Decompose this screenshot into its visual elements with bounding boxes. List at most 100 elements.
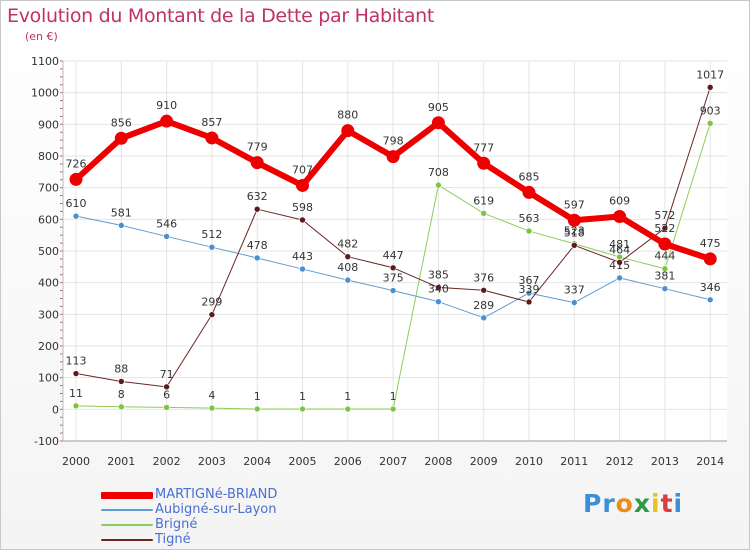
y-tick-label: 400 xyxy=(38,277,59,290)
y-tick-label: 900 xyxy=(38,118,59,131)
x-tick-label: 2008 xyxy=(424,455,452,468)
data-point-2 xyxy=(72,402,80,410)
data-point-0 xyxy=(114,131,128,145)
data-point-2 xyxy=(661,265,669,273)
data-label-3: 376 xyxy=(473,271,494,284)
data-label-2: 1 xyxy=(254,390,261,403)
legend-label-aubigne-sur-layon: Aubigné-sur-Layon xyxy=(155,502,277,517)
legend-label-brigne: Brigné xyxy=(155,517,198,532)
data-point-2 xyxy=(344,405,352,413)
data-point-0 xyxy=(250,156,264,170)
data-label-1: 289 xyxy=(473,299,494,312)
data-label-3: 113 xyxy=(66,355,87,368)
data-point-1 xyxy=(208,243,216,251)
data-point-3 xyxy=(706,83,714,91)
data-label-2: 11 xyxy=(69,387,83,400)
chart-title: Evolution du Montant de la Dette par Hab… xyxy=(7,5,435,27)
legend-swatch-tigne xyxy=(101,539,153,541)
data-point-3 xyxy=(570,242,578,249)
x-tick-label: 2013 xyxy=(651,455,679,468)
chart-subtitle: (en €) xyxy=(25,30,58,43)
x-tick-label: 2001 xyxy=(107,455,135,468)
data-label-2: 8 xyxy=(118,388,125,401)
data-point-3 xyxy=(661,224,669,232)
data-label-3: 464 xyxy=(609,243,630,256)
data-label-0: 857 xyxy=(201,116,222,129)
data-label-2: 1 xyxy=(299,390,306,403)
y-tick-label: 200 xyxy=(38,340,59,353)
data-point-3 xyxy=(299,216,306,224)
data-point-2 xyxy=(706,120,714,127)
data-point-2 xyxy=(480,210,488,217)
data-point-3 xyxy=(118,378,125,385)
data-point-0 xyxy=(703,252,717,266)
data-label-2: 481 xyxy=(609,238,630,251)
data-label-1: 337 xyxy=(564,284,585,297)
y-tick-label: 800 xyxy=(38,150,59,163)
data-label-3: 88 xyxy=(114,362,128,375)
data-label-2: 563 xyxy=(519,212,540,225)
data-point-1 xyxy=(480,314,488,322)
data-label-1: 546 xyxy=(156,217,177,230)
logo-letter: r xyxy=(602,489,616,518)
data-label-0: 707 xyxy=(292,163,313,176)
data-point-0 xyxy=(205,131,219,145)
x-tick-label: 2014 xyxy=(696,455,724,468)
legend-swatch-brigne xyxy=(101,524,153,526)
data-label-1: 381 xyxy=(654,270,675,283)
data-label-1: 375 xyxy=(383,272,404,285)
data-point-3 xyxy=(72,370,80,377)
logo-letter: i xyxy=(651,489,661,518)
data-point-3 xyxy=(163,383,170,391)
data-point-3 xyxy=(208,311,216,318)
y-tick-label: 300 xyxy=(38,308,59,321)
data-label-1: 367 xyxy=(519,274,540,287)
x-tick-label: 2012 xyxy=(606,455,634,468)
data-label-2: 1 xyxy=(344,390,351,403)
legend-swatch-martigne-briand xyxy=(101,492,153,499)
x-tick-label: 2010 xyxy=(515,455,543,468)
y-tick-label: 1000 xyxy=(31,87,59,100)
data-label-1: 610 xyxy=(66,197,87,210)
data-label-2: 523 xyxy=(564,225,585,238)
data-point-2 xyxy=(435,181,442,189)
data-label-2: 619 xyxy=(473,194,494,207)
data-point-1 xyxy=(163,233,170,240)
y-tick-label: 500 xyxy=(38,245,59,258)
legend-label-tigne: Tigné xyxy=(155,532,191,547)
y-tick-label: 700 xyxy=(38,182,59,195)
y-tick-label: 100 xyxy=(38,372,59,385)
legend-item-martigne-briand: MARTIGNé-BRIAND xyxy=(101,487,361,502)
x-tick-label: 2009 xyxy=(470,455,498,468)
data-label-1: 340 xyxy=(428,283,449,296)
data-point-2 xyxy=(389,405,397,413)
data-point-2 xyxy=(253,405,261,413)
data-point-2 xyxy=(163,404,170,411)
data-label-3: 71 xyxy=(160,368,174,381)
logo-letter: o xyxy=(615,489,634,518)
proxiti-logo: Proxiti xyxy=(583,489,683,518)
y-tick-label: 600 xyxy=(38,213,59,226)
x-tick-label: 2004 xyxy=(243,455,271,468)
data-point-0 xyxy=(522,185,536,199)
data-label-2: 903 xyxy=(700,104,721,117)
y-tick-label: 0 xyxy=(52,403,59,416)
data-point-1 xyxy=(661,285,669,292)
data-label-3: 598 xyxy=(292,201,313,214)
data-label-2: 6 xyxy=(163,388,170,401)
data-point-2 xyxy=(208,404,216,412)
data-point-2 xyxy=(299,405,306,413)
data-point-1 xyxy=(616,274,623,282)
data-point-1 xyxy=(435,298,442,305)
data-point-1 xyxy=(299,265,306,273)
x-tick-label: 2007 xyxy=(379,455,407,468)
data-label-3: 447 xyxy=(383,249,404,262)
data-label-3: 385 xyxy=(428,268,449,281)
data-point-1 xyxy=(253,254,261,262)
data-label-0: 856 xyxy=(111,116,132,129)
data-point-1 xyxy=(344,276,352,284)
data-point-1 xyxy=(525,289,533,297)
data-label-0: 522 xyxy=(654,222,675,235)
